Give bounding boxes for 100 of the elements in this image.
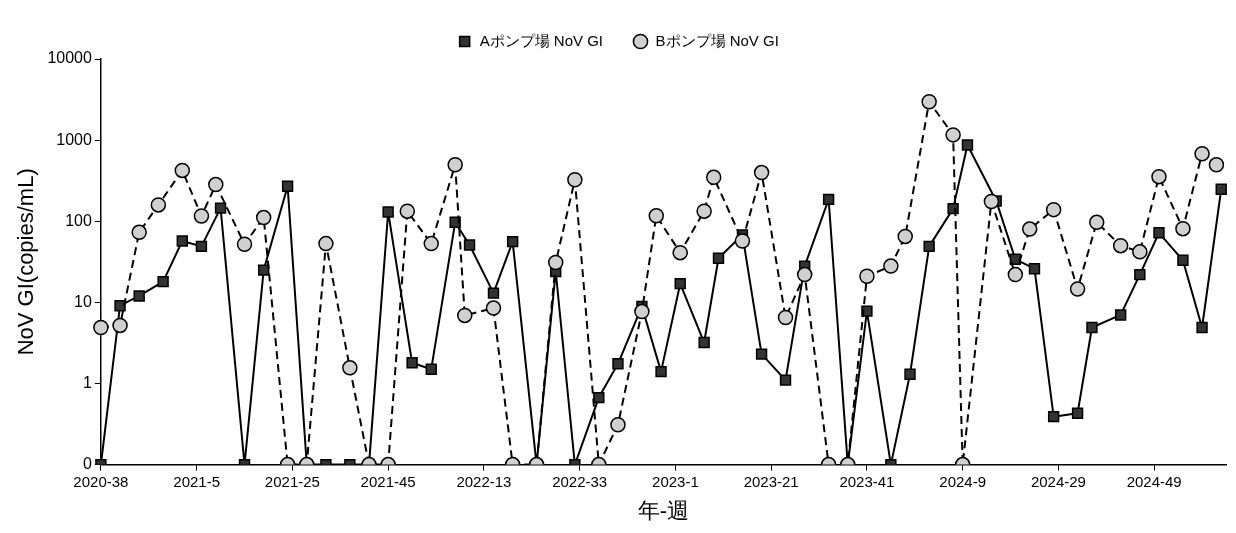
point: [423, 235, 439, 252]
point: [1215, 183, 1227, 195]
x-tick-label: 2023-1: [652, 472, 699, 490]
y-tick-label: 10000: [47, 49, 92, 67]
point: [1153, 227, 1165, 239]
point: [1196, 321, 1208, 334]
point: [1021, 221, 1038, 237]
point: [1114, 309, 1127, 321]
point: [150, 197, 167, 213]
point: [131, 224, 147, 241]
point: [859, 268, 875, 284]
x-tick-label: 2024-9: [939, 472, 987, 490]
point: [1028, 263, 1041, 275]
x-tick-label: 2021-45: [360, 472, 416, 490]
legend-label: Bポンプ場 NoV GI: [655, 31, 779, 49]
point: [961, 139, 974, 151]
point: [904, 368, 916, 380]
point: [255, 209, 272, 226]
point: [610, 416, 626, 433]
point: [208, 176, 224, 193]
point: [734, 233, 751, 249]
point: [696, 203, 712, 219]
point: [485, 300, 502, 316]
point: [93, 319, 109, 336]
point: [193, 208, 210, 224]
point: [176, 235, 188, 247]
point: [777, 309, 794, 326]
point: [753, 164, 770, 181]
point: [547, 254, 564, 271]
point: [1088, 214, 1105, 231]
point: [1151, 168, 1167, 185]
point: [447, 157, 463, 173]
point: [593, 391, 605, 404]
point: [672, 244, 688, 261]
point: [655, 365, 667, 378]
point: [382, 206, 394, 218]
point: [257, 264, 270, 276]
point: [1047, 410, 1060, 423]
point: [133, 290, 145, 302]
x-tick-label: 2024-49: [1126, 472, 1182, 490]
point: [1112, 237, 1129, 254]
point: [342, 360, 358, 376]
point: [318, 235, 334, 252]
point: [1194, 145, 1210, 162]
point: [698, 336, 710, 349]
point: [1175, 220, 1191, 237]
x-tick-label: 2021-25: [264, 472, 320, 490]
point: [648, 207, 665, 224]
point: [796, 266, 813, 283]
point: [712, 252, 725, 264]
point: [567, 171, 583, 188]
legend-label: Aポンプ場 NoV GI: [479, 31, 603, 49]
point: [174, 162, 191, 179]
point: [214, 202, 227, 214]
point: [112, 317, 128, 334]
x-tick-label: 2024-29: [1030, 472, 1086, 490]
x-axis-title: 年-週: [637, 497, 690, 523]
point: [1086, 321, 1098, 334]
point: [822, 193, 835, 206]
point: [1045, 201, 1062, 218]
point: [1134, 268, 1146, 281]
point: [487, 287, 500, 299]
x-tick-label: 2023-21: [743, 472, 799, 490]
x-tick-label: 2023-41: [839, 472, 895, 490]
point: [425, 363, 437, 375]
point: [236, 236, 253, 253]
point: [457, 307, 473, 324]
y-tick-label: 1000: [56, 130, 92, 148]
x-tick-label: 2022-13: [456, 472, 512, 490]
point: [406, 357, 418, 369]
point: [1208, 157, 1225, 173]
point: [921, 94, 937, 110]
point: [634, 303, 650, 320]
y-tick-label: 10: [74, 292, 92, 310]
point: [983, 193, 1000, 210]
y-tick-label: 100: [65, 211, 92, 229]
y-axis-title: NoV GI(copies/mL): [13, 168, 39, 356]
point: [945, 127, 961, 143]
point: [506, 235, 519, 248]
point: [755, 348, 768, 360]
point: [399, 203, 416, 219]
y-tick-label: 1: [82, 373, 92, 391]
point: [195, 240, 208, 253]
point: [281, 180, 294, 192]
y-tick-label: 0: [82, 455, 92, 473]
point: [674, 277, 686, 290]
point: [705, 169, 722, 186]
point: [463, 239, 476, 251]
point: [114, 299, 126, 312]
point: [897, 228, 913, 245]
point: [923, 240, 935, 253]
point: [1132, 244, 1148, 260]
point: [1007, 266, 1024, 283]
x-tick-label: 2020-38: [73, 472, 129, 490]
point: [157, 275, 169, 288]
point: [779, 374, 792, 386]
point: [612, 358, 624, 370]
point: [1177, 254, 1189, 266]
point: [1069, 281, 1086, 297]
point: [883, 258, 899, 274]
